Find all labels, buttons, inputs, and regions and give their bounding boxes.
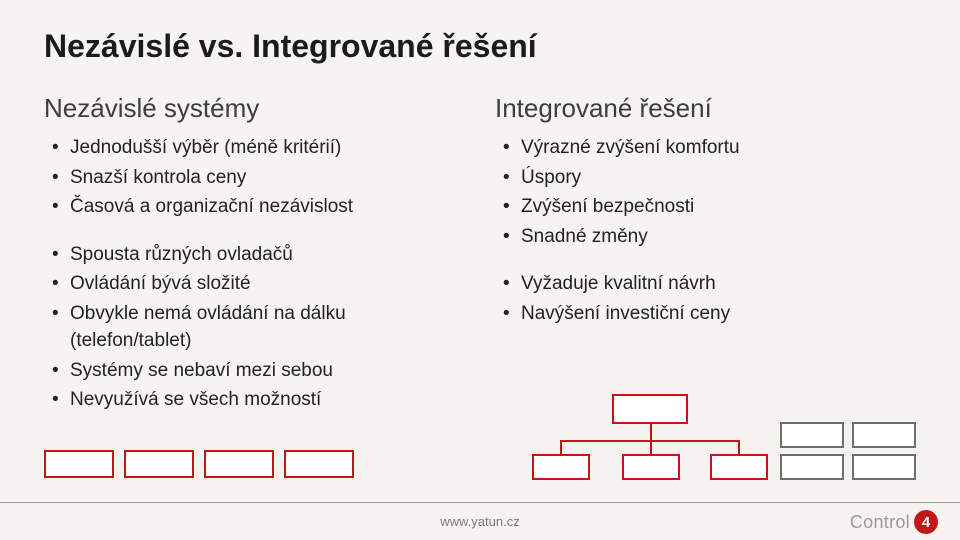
list-item: Výrazné zvýšení komfortu	[503, 134, 916, 162]
list-item: Časová a organizační nezávislost	[52, 193, 465, 221]
right-column: Integrované řešení Výrazné zvýšení komfo…	[495, 93, 916, 416]
diagram-connector	[650, 424, 652, 440]
logo-text: Control	[850, 512, 910, 533]
footer-url: www.yatun.cz	[440, 514, 519, 529]
list-item: Vyžaduje kvalitní návrh	[503, 270, 916, 298]
list-item: Ovládání bývá složité	[52, 270, 465, 298]
list-item: Snadné změny	[503, 223, 916, 251]
list-item: Snazší kontrola ceny	[52, 164, 465, 192]
list-item: Navýšení investiční ceny	[503, 300, 916, 328]
diagram-box	[44, 450, 114, 478]
left-column: Nezávislé systémy Jednodušší výběr (méně…	[44, 93, 465, 416]
diagram-tree	[540, 394, 760, 490]
list-item: Jednodušší výběr (méně kritérií)	[52, 134, 465, 162]
right-heading: Integrované řešení	[495, 93, 916, 124]
right-list-1: Výrazné zvýšení komfortu Úspory Zvýšení …	[495, 134, 916, 250]
diagram-box	[852, 422, 916, 448]
diagram-box	[612, 394, 688, 424]
diagram-box	[124, 450, 194, 478]
list-item: Obvykle nemá ovládání na dálku (telefon/…	[52, 300, 465, 355]
diagram-box	[780, 422, 844, 448]
diagram-box	[780, 454, 844, 480]
diagram-box	[852, 454, 916, 480]
left-list-1: Jednodušší výběr (méně kritérií) Snazší …	[44, 134, 465, 221]
list-item: Systémy se nebaví mezi sebou	[52, 357, 465, 385]
diagram-box	[204, 450, 274, 478]
diagram-box	[710, 454, 768, 480]
diagram-connector	[738, 440, 740, 454]
logo-badge: 4	[914, 510, 938, 534]
diagram-grid	[780, 422, 916, 480]
list-item: Úspory	[503, 164, 916, 192]
list-item: Nevyužívá se všech možností	[52, 386, 465, 414]
footer: www.yatun.cz Control 4	[0, 502, 960, 540]
left-heading: Nezávislé systémy	[44, 93, 465, 124]
columns: Nezávislé systémy Jednodušší výběr (méně…	[44, 93, 916, 416]
diagram-box	[622, 454, 680, 480]
diagram-connector	[650, 440, 652, 454]
list-item: Spousta různých ovladačů	[52, 241, 465, 269]
diagram-independent	[44, 450, 354, 478]
diagram-box	[284, 450, 354, 478]
left-list-2: Spousta různých ovladačů Ovládání bývá s…	[44, 241, 465, 414]
slide: Nezávislé vs. Integrované řešení Nezávis…	[0, 0, 960, 540]
logo: Control 4	[850, 510, 938, 534]
diagram-connector	[560, 440, 562, 454]
right-list-2: Vyžaduje kvalitní návrh Navýšení investi…	[495, 270, 916, 327]
diagram-box	[532, 454, 590, 480]
slide-title: Nezávislé vs. Integrované řešení	[44, 28, 916, 65]
list-item: Zvýšení bezpečnosti	[503, 193, 916, 221]
